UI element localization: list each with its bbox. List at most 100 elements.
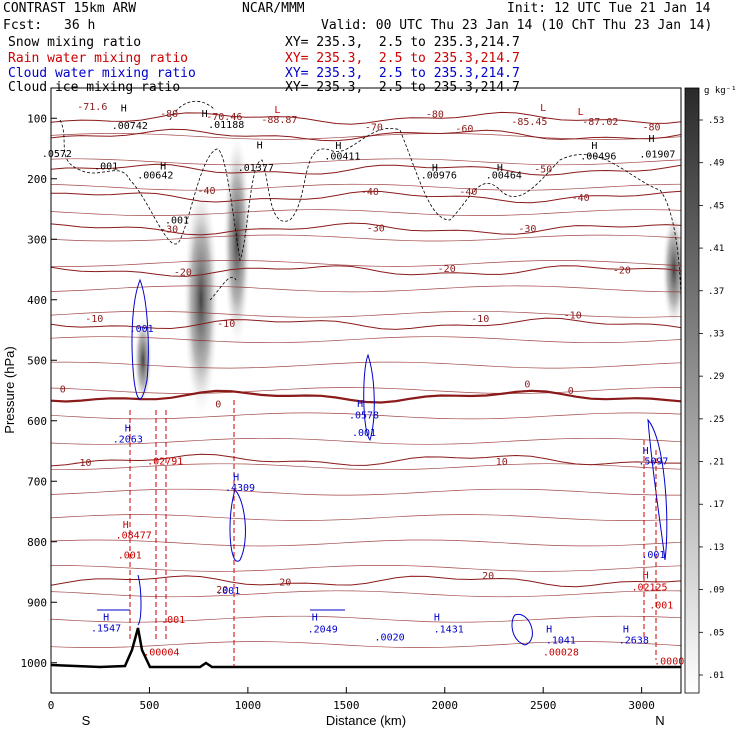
x-tick-label: 1500 (333, 699, 360, 712)
snow-contours (59, 101, 681, 301)
cloud-water-contour (647, 418, 668, 561)
temperature-label: -10 (73, 458, 91, 469)
temperature-label: 20 (482, 571, 494, 582)
extremum-label: H (202, 109, 208, 120)
extremum-label: H (123, 520, 129, 531)
temperature-label: -20 (438, 264, 456, 275)
contour-labels: -71.6 -80 -70.46 -88.87 -80 -85.45 -87.02 -80 -7… (42, 102, 684, 668)
temperature-label: -40 (459, 187, 477, 198)
temperature-label: -10 (471, 314, 489, 325)
extremum-label: .02791 (147, 456, 183, 467)
x-tick-label: 1000 (235, 699, 262, 712)
colorbar-tick-label: .05 (708, 628, 724, 638)
cloud-ice-plume (183, 180, 219, 420)
extremum-label: H (623, 625, 629, 636)
extremum-label: H (497, 163, 503, 174)
temperature-contour (51, 265, 681, 277)
temperature-label: -20 (174, 268, 192, 279)
extremum-label: .001 (165, 216, 189, 227)
temperature-label: -20 (613, 266, 631, 277)
extremum-label: .001 (216, 586, 240, 597)
snow-contour (209, 277, 237, 301)
colorbar-tick-label: .37 (708, 287, 724, 297)
colorbar-tick-label: .17 (708, 500, 724, 510)
extremum-label: .00028 (543, 648, 579, 659)
legend-cloud-water-xy: XY= 235.3, 2.5 to 235.3,214.7 (285, 66, 520, 81)
temperature-contour (51, 133, 681, 140)
extremum-label: .08477 (116, 531, 152, 542)
extremum-label: .4309 (225, 483, 255, 494)
extremum-label: H (434, 612, 440, 623)
extremum-label: .01188 (208, 120, 244, 131)
temperature-label: -60 (455, 124, 473, 135)
temperature-label: -87.02 (582, 117, 618, 128)
extremum-label: L (578, 107, 584, 118)
extremum-label: .1041 (546, 635, 576, 646)
temperature-label: 0 (60, 384, 66, 395)
y-axis-title: Pressure (hPa) (2, 346, 17, 433)
colorbar-tick-label: .13 (708, 543, 724, 553)
x-tick-label: 2500 (530, 699, 557, 712)
temperature-contour (51, 310, 681, 318)
extremum-label: .00004 (143, 648, 179, 659)
temperature-label: 20 (216, 585, 228, 596)
extremum-label: .0020 (375, 632, 405, 643)
extremum-label: H (643, 446, 649, 457)
extremum-label: .01377 (238, 163, 274, 174)
rain-contours (129, 400, 657, 667)
temperature-contour (51, 183, 681, 191)
extremum-label: L (540, 103, 546, 114)
extremum-label: .2063 (113, 435, 143, 446)
cloud-water-contour (363, 353, 375, 442)
legend-snow-xy: XY= 235.3, 2.5 to 235.3,214.7 (285, 35, 520, 50)
extremum-label: .5097 (638, 456, 668, 467)
temperature-label: -40 (361, 187, 379, 198)
plot-frame (50, 87, 682, 694)
colorbar-tick-label: .21 (708, 458, 724, 468)
extremum-label: H (648, 134, 654, 145)
extremum-label: .01907 (639, 150, 675, 161)
temperature-label: -88.87 (261, 115, 297, 126)
extremum-label: .1547 (91, 623, 121, 634)
snow-contour (59, 119, 681, 301)
legend-snow-label: Snow mixing ratio (8, 35, 142, 50)
temperature-label: -70 (365, 122, 383, 133)
y-tick-label: 1000 (21, 657, 48, 670)
x-end-left-label: S (82, 713, 91, 728)
extremum-label: .001 (649, 600, 673, 611)
temperature-contour (51, 111, 681, 125)
colorbar-tick-label: .33 (708, 329, 724, 339)
colorbar-tick-label: .25 (708, 415, 724, 425)
temperature-label: 10 (496, 457, 508, 468)
extremum-label: H (121, 104, 127, 115)
extremum-label: H (591, 141, 597, 152)
temperature-label: -10 (85, 314, 103, 325)
temperature-label: 0 (215, 399, 221, 410)
cloud-water-contour (229, 489, 246, 562)
temperature-contour (51, 463, 681, 471)
plot-area (51, 101, 681, 669)
colorbar-tick-label: .41 (708, 244, 724, 254)
extremum-label: H (432, 163, 438, 174)
temperature-contour (51, 488, 681, 496)
colorbar-tick-label: .49 (708, 159, 724, 169)
temperature-contour (51, 190, 681, 204)
extremum-label: .00642 (137, 171, 173, 182)
extremum-label: .00976 (421, 171, 457, 182)
terrain-line (51, 627, 681, 669)
cloud-water-contour (131, 278, 149, 400)
extremum-label: .00464 (486, 171, 522, 182)
extremum-label: H (103, 612, 109, 623)
org-label: NCAR/MMM (242, 1, 305, 16)
temperature-contour (51, 317, 681, 330)
temperature-label: -30 (367, 223, 385, 234)
extremum-label: .0578 (349, 410, 379, 421)
extremum-label: .00496 (580, 151, 616, 162)
snow-contour (169, 101, 216, 121)
extremum-label: .001 (130, 324, 154, 335)
temperature-contour (51, 209, 681, 216)
temperature-contour (51, 615, 681, 623)
temperature-contour (51, 387, 681, 394)
temperature-label: 0 (524, 379, 530, 390)
temperature-contour (51, 565, 681, 572)
